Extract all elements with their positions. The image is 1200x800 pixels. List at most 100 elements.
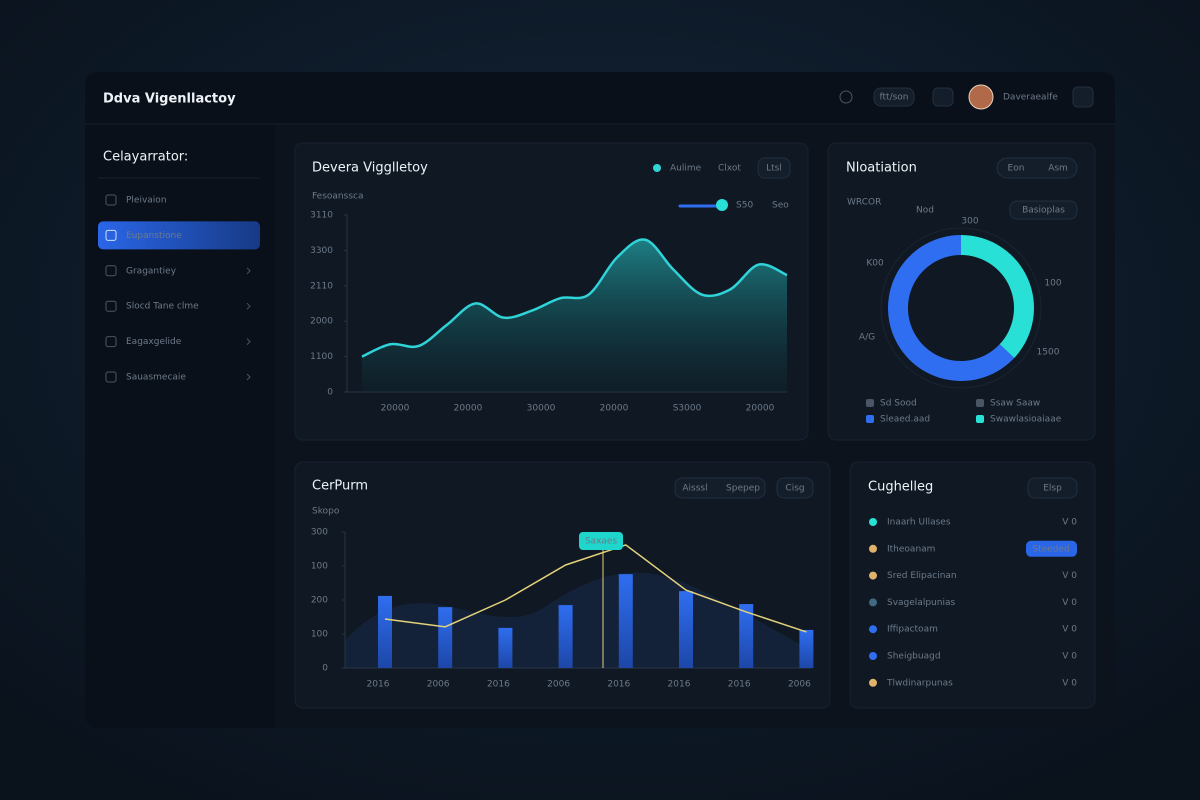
button-label: Aisssl bbox=[682, 484, 707, 494]
row-label: Iffipactoam bbox=[887, 625, 938, 635]
y-tick-label: 200 bbox=[311, 596, 328, 606]
row-value: V 0 bbox=[1062, 678, 1077, 688]
sidebar-item[interactable]: Slocd Tane clme bbox=[126, 302, 199, 312]
chevron bbox=[246, 267, 251, 275]
button[interactable] bbox=[1027, 477, 1078, 499]
sidebar-icon bbox=[105, 229, 117, 241]
legend-label: Sd Sood bbox=[880, 399, 917, 409]
status-dot bbox=[869, 625, 877, 634]
x-tick-label: 20000 bbox=[746, 404, 775, 414]
panel bbox=[849, 461, 1096, 709]
donut-segment bbox=[961, 235, 1034, 358]
row-label: Sred Elipacinan bbox=[887, 571, 957, 581]
status-dot bbox=[869, 518, 877, 526]
sidebar-item[interactable]: Eagaxgelide bbox=[126, 337, 182, 347]
donut-label: K00 bbox=[866, 259, 884, 269]
user-name: Daveraealfe bbox=[1003, 93, 1058, 103]
toggle[interactable] bbox=[996, 157, 1078, 179]
donut-segment bbox=[888, 235, 1015, 381]
button[interactable] bbox=[776, 477, 814, 499]
chevron bbox=[246, 302, 251, 310]
y-tick-label: 3110 bbox=[310, 211, 333, 221]
bar bbox=[618, 574, 633, 668]
bar bbox=[739, 604, 754, 668]
button-label: Cisg bbox=[785, 484, 804, 494]
sidebar-icon bbox=[105, 194, 117, 206]
x-tick-label: 20000 bbox=[600, 404, 629, 414]
panel bbox=[294, 461, 831, 709]
panel bbox=[827, 142, 1096, 441]
y-tick-label: 3300 bbox=[310, 246, 333, 256]
notification-icon[interactable] bbox=[839, 90, 853, 104]
chart-subtitle: Fesoanssca bbox=[312, 192, 363, 202]
legend-swatch bbox=[976, 415, 984, 423]
x-tick-label: 2006 bbox=[788, 680, 811, 690]
header-button-label: ftt/son bbox=[880, 93, 909, 103]
row-value: V 0 bbox=[1062, 598, 1077, 608]
sidebar-item[interactable]: Sauasmecaie bbox=[126, 373, 186, 383]
badge-label: Steeded bbox=[1032, 544, 1069, 554]
sidebar-icon bbox=[105, 265, 117, 277]
row-value: V 0 bbox=[1062, 625, 1077, 635]
settings-icon[interactable] bbox=[1072, 86, 1094, 108]
status-dot bbox=[869, 598, 877, 607]
donut-label: Nod bbox=[916, 206, 934, 216]
panel-title: Cughelleg bbox=[868, 480, 933, 495]
app-title: Ddva Vigenllactoy bbox=[103, 92, 236, 107]
panel-title: Nloatiation bbox=[846, 161, 917, 176]
status-dot bbox=[869, 678, 877, 687]
legend-label: Aulime bbox=[670, 164, 702, 174]
bar bbox=[438, 607, 453, 668]
button[interactable] bbox=[757, 157, 791, 179]
y-tick-label: 0 bbox=[322, 664, 328, 674]
menu-icon[interactable] bbox=[932, 87, 954, 107]
donut-label: A/G bbox=[859, 333, 875, 343]
toggle-label: Eon bbox=[1008, 164, 1025, 174]
avatar[interactable] bbox=[968, 84, 994, 110]
chevron bbox=[246, 373, 251, 381]
row-label: Tlwdinarpunas bbox=[886, 678, 953, 688]
row-label: Svagelalpunias bbox=[887, 598, 955, 608]
button-label: Basioplas bbox=[1022, 206, 1065, 216]
content: Ddva Vigenllactoy ftt/son Daveraealfe Celay… bbox=[98, 84, 1096, 709]
slider-label: S50 bbox=[736, 201, 753, 211]
panel-title: CerPurm bbox=[312, 479, 368, 494]
y-tick-label: 2110 bbox=[310, 281, 333, 291]
x-tick-label: 30000 bbox=[527, 404, 556, 414]
legend-swatch bbox=[866, 399, 874, 407]
button-label: Elsp bbox=[1043, 484, 1062, 494]
legend-label: Clxot bbox=[718, 164, 741, 174]
legend-swatch bbox=[866, 415, 874, 423]
y-tick-label: 0 bbox=[327, 388, 333, 398]
button-label: Spepep bbox=[726, 484, 760, 494]
x-tick-label: 20000 bbox=[381, 404, 410, 414]
bar bbox=[799, 629, 814, 668]
row-value: V 0 bbox=[1062, 571, 1077, 581]
donut-label: 100 bbox=[1044, 279, 1061, 289]
sidebar-icon bbox=[105, 336, 117, 348]
header-button[interactable] bbox=[873, 87, 915, 107]
x-tick-label: 2016 bbox=[728, 680, 751, 690]
row-label: Sheigbuagd bbox=[887, 652, 941, 662]
area-line bbox=[361, 238, 788, 358]
sidebar-item[interactable]: Gragantiey bbox=[126, 266, 177, 276]
bar bbox=[679, 591, 693, 668]
badge[interactable] bbox=[1026, 540, 1077, 557]
slider-knob[interactable] bbox=[716, 199, 728, 211]
button[interactable] bbox=[674, 477, 766, 499]
row-value: V 0 bbox=[1062, 652, 1077, 662]
sidebar-icon bbox=[105, 300, 117, 312]
donut-label: 300 bbox=[961, 217, 978, 227]
legend-label: Ssaw Saaw bbox=[990, 399, 1040, 409]
row-value: V 0 bbox=[1062, 518, 1077, 528]
legend-dot bbox=[653, 164, 661, 172]
sidebar-item[interactable]: Eupanstione bbox=[126, 231, 182, 241]
sidebar-item[interactable]: Pleivaion bbox=[126, 196, 167, 206]
sidebar-active[interactable] bbox=[98, 221, 260, 250]
status-dot bbox=[869, 652, 877, 660]
x-tick-label: 2016 bbox=[367, 680, 390, 690]
button-label: Ltsl bbox=[766, 164, 782, 174]
button[interactable] bbox=[1009, 200, 1078, 220]
tooltip bbox=[579, 532, 623, 550]
row-label: Itheoanam bbox=[887, 544, 935, 554]
